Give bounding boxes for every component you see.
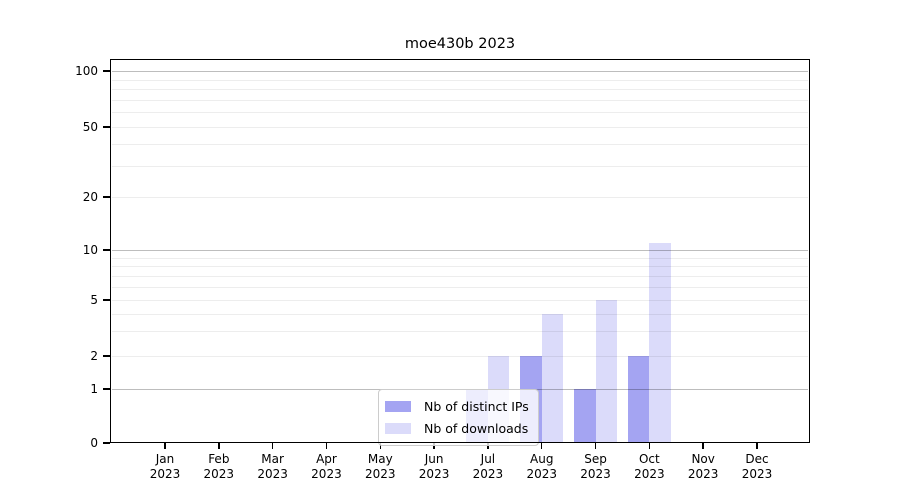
y-tick-label-0: 0 <box>90 435 98 450</box>
gridline-y7 <box>112 275 808 277</box>
legend-swatch-icon <box>385 400 411 412</box>
x-tick-label-jun: Jun 2023 <box>418 452 450 481</box>
x-tick-dec <box>756 443 758 449</box>
gridline-y40 <box>112 144 808 146</box>
x-tick-label-sep: Sep 2023 <box>580 452 611 481</box>
gridline-y5 <box>112 300 808 301</box>
gridline-y80 <box>112 89 808 91</box>
y-tick-20 <box>103 196 110 198</box>
gridline-y6 <box>112 286 808 288</box>
y-tick-label-100: 100 <box>75 63 98 78</box>
y-tick-5 <box>103 299 110 301</box>
x-tick-label-jul: Jul 2023 <box>472 452 504 481</box>
bar-ips-sep <box>574 389 596 443</box>
x-tick-label-aug: Aug 2023 <box>526 452 557 481</box>
bar-downloads-oct <box>649 242 671 443</box>
x-tick-jan <box>164 443 166 449</box>
plot-frame <box>110 59 810 443</box>
y-tick-label-5: 5 <box>90 292 98 307</box>
x-tick-label-feb: Feb 2023 <box>203 452 235 481</box>
x-tick-label-apr: Apr 2023 <box>311 452 342 481</box>
gridline-y70 <box>112 99 808 101</box>
bar-downloads-aug <box>541 313 564 443</box>
x-tick-sep <box>594 443 597 449</box>
x-tick-jul <box>487 443 489 449</box>
gridline-y9 <box>112 257 808 259</box>
bar-downloads-sep <box>595 300 618 443</box>
x-tick-oct <box>648 443 651 449</box>
x-tick-may <box>379 443 381 449</box>
x-tick-feb <box>218 443 220 449</box>
x-tick-label-nov: Nov 2023 <box>687 452 719 481</box>
gridline-y10 <box>112 250 808 251</box>
gridline-y30 <box>112 166 808 168</box>
x-tick-aug <box>541 443 543 449</box>
x-tick-jun <box>433 443 435 449</box>
legend: Nb of distinct IPs Nb of downloads <box>378 389 539 446</box>
gridline-y8 <box>112 266 808 268</box>
legend-label: Nb of distinct IPs <box>424 398 529 414</box>
x-tick-label-jan: Jan 2023 <box>149 452 181 481</box>
y-tick-label-2: 2 <box>90 348 98 363</box>
x-tick-nov <box>702 443 704 449</box>
x-tick-label-oct: Oct 2023 <box>634 452 665 481</box>
gridline-y20 <box>112 197 808 198</box>
gridline-y4 <box>112 313 808 315</box>
y-tick-100 <box>103 70 110 72</box>
x-tick-label-may: May 2023 <box>364 452 396 481</box>
y-tick-50 <box>103 126 110 128</box>
legend-entry-downloads: Nb of downloads <box>385 417 529 439</box>
x-tick-label-dec: Dec 2023 <box>741 452 773 481</box>
y-tick-10 <box>103 249 110 251</box>
x-tick-label-mar: Mar 2023 <box>257 452 288 481</box>
y-tick-1 <box>103 388 110 390</box>
y-tick-0 <box>103 442 110 444</box>
gridline-y90 <box>112 79 808 81</box>
chart-title: moe430b 2023 <box>404 36 516 52</box>
gridline-y2 <box>112 356 808 357</box>
gridline-y3 <box>112 331 808 333</box>
legend-entry-ips: Nb of distinct IPs <box>385 395 529 417</box>
y-tick-label-50: 50 <box>82 119 98 134</box>
y-tick-label-10: 10 <box>82 242 98 257</box>
legend-swatch-icon <box>385 422 411 434</box>
x-tick-mar <box>271 443 274 449</box>
gridline-y60 <box>112 112 808 114</box>
x-tick-apr <box>325 443 328 449</box>
y-tick-label-20: 20 <box>82 189 98 204</box>
y-tick-label-1: 1 <box>90 381 98 396</box>
gridline-y100 <box>112 71 808 72</box>
y-tick-2 <box>103 355 110 357</box>
gridline-y50 <box>112 127 808 128</box>
legend-label: Nb of downloads <box>424 420 529 436</box>
bar-ips-oct <box>627 356 650 443</box>
